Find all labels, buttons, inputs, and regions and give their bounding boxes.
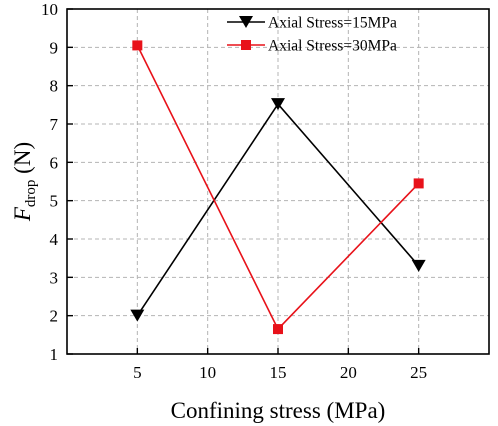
- legend-square-marker: [241, 40, 251, 50]
- data-point: [411, 259, 426, 272]
- legend-triangle-marker: [239, 16, 253, 28]
- y-tick-label: 1: [50, 345, 59, 364]
- y-tick-label: 10: [41, 0, 58, 19]
- y-tick-label: 4: [50, 230, 59, 249]
- y-tick-label: 8: [50, 77, 59, 96]
- data-point: [271, 98, 285, 111]
- x-tick-label: 15: [270, 363, 287, 382]
- x-tick-label: 10: [199, 363, 216, 382]
- x-axis-title: Confining stress (MPa): [171, 398, 386, 423]
- y-tick-label: 5: [50, 192, 59, 211]
- y-tick-label: 6: [50, 153, 59, 172]
- y-tick-label: 2: [50, 307, 59, 326]
- x-tick-label: 20: [340, 363, 357, 382]
- y-axis-title: Fdrop (N): [10, 142, 39, 222]
- legend: Axial Stress=15MPa Axial Stress=30MPa: [227, 15, 397, 55]
- y-tick-label: 3: [50, 268, 59, 287]
- grid: [67, 9, 489, 354]
- data-point: [132, 40, 143, 51]
- ticks: 5 10 15 20 25 1 2 3 4 5 6 7 8 9 10: [41, 0, 427, 382]
- y-tick-label: 9: [50, 38, 59, 57]
- y-axis-title-unit: (N): [10, 142, 35, 180]
- y-axis-title-subscript: drop: [23, 180, 39, 208]
- data-point: [413, 178, 424, 189]
- legend-label-1: Axial Stress=15MPa: [268, 15, 397, 32]
- data-point: [130, 309, 145, 322]
- y-tick-label: 7: [50, 115, 59, 134]
- x-tick-label: 25: [410, 363, 427, 382]
- legend-label-2: Axial Stress=30MPa: [268, 38, 397, 55]
- series-layer: [130, 40, 426, 335]
- y-axis-title-main: F: [10, 206, 35, 222]
- data-point: [273, 324, 283, 335]
- x-tick-label: 5: [133, 363, 142, 382]
